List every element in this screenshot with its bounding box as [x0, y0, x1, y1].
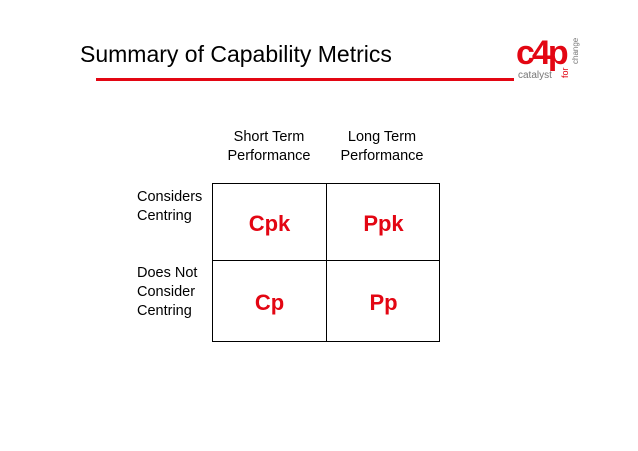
logo-word-catalyst: catalyst — [518, 70, 552, 81]
cell-cpk: Cpk — [248, 211, 291, 236]
row-header-line: Considers — [137, 189, 203, 205]
row-header-line: Does Not — [137, 265, 198, 281]
column-header-short-term: Short Term Performance — [213, 128, 325, 166]
column-header-line: Performance — [227, 148, 311, 164]
logo-word-for: for — [560, 67, 570, 78]
row-header-does-not-consider-centring: Does Not Consider Centring — [137, 264, 197, 321]
c4p-logo: c4p catalyst for change — [516, 34, 580, 81]
slide-title: Summary of Capability Metrics — [80, 41, 392, 67]
column-header-line: Long Term — [347, 129, 417, 145]
grid-divider-horizontal — [213, 260, 439, 261]
logo-mark: c4p — [516, 34, 568, 72]
title-underline — [96, 78, 514, 81]
column-header-line: Performance — [340, 148, 424, 164]
column-header-line: Short Term — [233, 129, 305, 145]
grid-divider-vertical — [326, 184, 327, 341]
capability-metrics-grid: Cpk Ppk Cp Pp — [212, 183, 440, 342]
cell-ppk: Ppk — [363, 211, 404, 236]
cell-cp: Cp — [254, 290, 285, 315]
column-header-long-term: Long Term Performance — [326, 128, 438, 166]
logo-word-change: change — [571, 37, 580, 64]
row-header-considers-centring: Considers Centring — [137, 188, 202, 226]
row-header-line: Centring — [137, 303, 192, 319]
cell-pp: Pp — [369, 290, 398, 315]
row-header-line: Centring — [137, 208, 192, 224]
row-header-line: Consider — [137, 284, 196, 300]
